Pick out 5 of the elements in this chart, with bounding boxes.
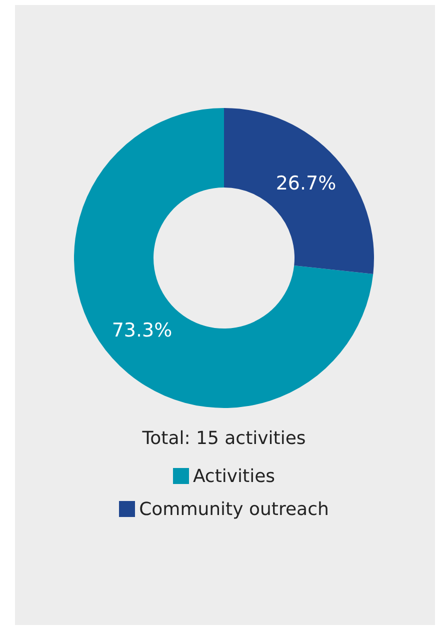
data-label: 26.7%: [276, 172, 336, 194]
legend-label: Activities: [192, 466, 276, 487]
text: Total: 15 activities: [141, 428, 307, 449]
data-label: 73.3%: [112, 320, 172, 342]
legend-label: Community outreach: [139, 499, 329, 520]
